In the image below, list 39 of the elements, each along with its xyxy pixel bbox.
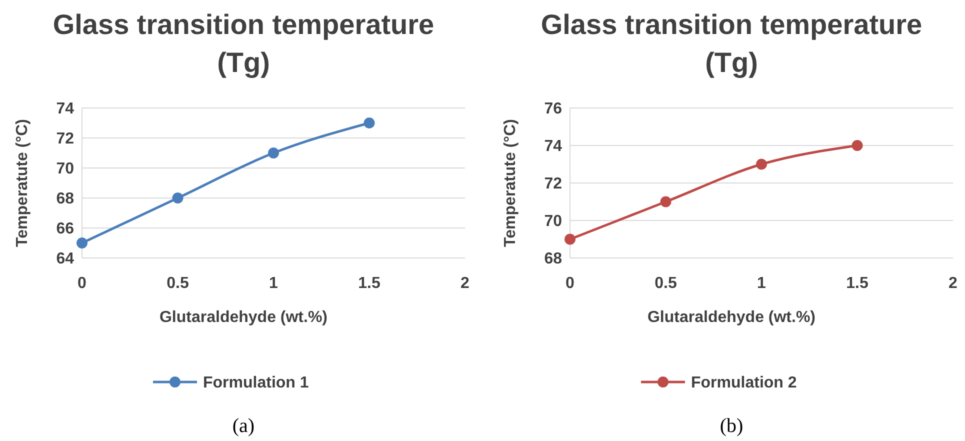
legend-label: Formulation 2 (691, 374, 797, 392)
y-tick-label: 68 (544, 250, 562, 268)
x-axis-title: Glutaraldehyde (wt.%) (159, 309, 328, 326)
x-tick-label: 2 (460, 275, 470, 292)
x-axis-title: Glutaraldehyde (wt.%) (647, 309, 816, 326)
point (564, 234, 576, 245)
point (660, 196, 672, 208)
y-tick-label: 72 (544, 176, 562, 193)
x-tick-label: 2 (948, 275, 958, 292)
point (172, 192, 184, 204)
x-tick-label: 0 (566, 275, 575, 292)
x-tick-label: 0.5 (166, 275, 189, 292)
x-tick-label: 1.5 (846, 275, 868, 292)
point (756, 158, 767, 170)
y-tick-label: 64 (56, 250, 74, 268)
y-tick-label: 74 (56, 100, 74, 118)
x-tick-label: 0 (78, 275, 87, 292)
y-tick-label: 74 (544, 138, 562, 156)
x-tick-label: 1 (757, 275, 766, 292)
point (76, 238, 88, 248)
x-tick-label: 1 (269, 275, 278, 292)
y-tick-label: 72 (56, 130, 74, 148)
y-axis-title: Temperatute (°C) (502, 119, 519, 247)
text: (b) (720, 415, 744, 437)
point (268, 148, 279, 158)
point (852, 140, 863, 151)
chart-title: Glass transition temperature (Tg) (52, 9, 434, 78)
chart-title: Glass transition temperature (Tg) (540, 9, 922, 78)
y-tick-label: 70 (56, 160, 74, 178)
y-tick-label: 66 (56, 220, 74, 238)
x-tick-label: 1.5 (358, 275, 380, 292)
text: (a) (232, 415, 255, 437)
y-tick-label: 70 (544, 213, 562, 230)
y-tick-label: 68 (56, 190, 74, 208)
y-tick-label: 76 (544, 100, 562, 118)
y-axis-title: Temperatute (°C) (14, 119, 31, 247)
x-tick-label: 0.5 (654, 275, 677, 292)
legend-label: Formulation 1 (203, 374, 309, 392)
point (364, 118, 375, 128)
